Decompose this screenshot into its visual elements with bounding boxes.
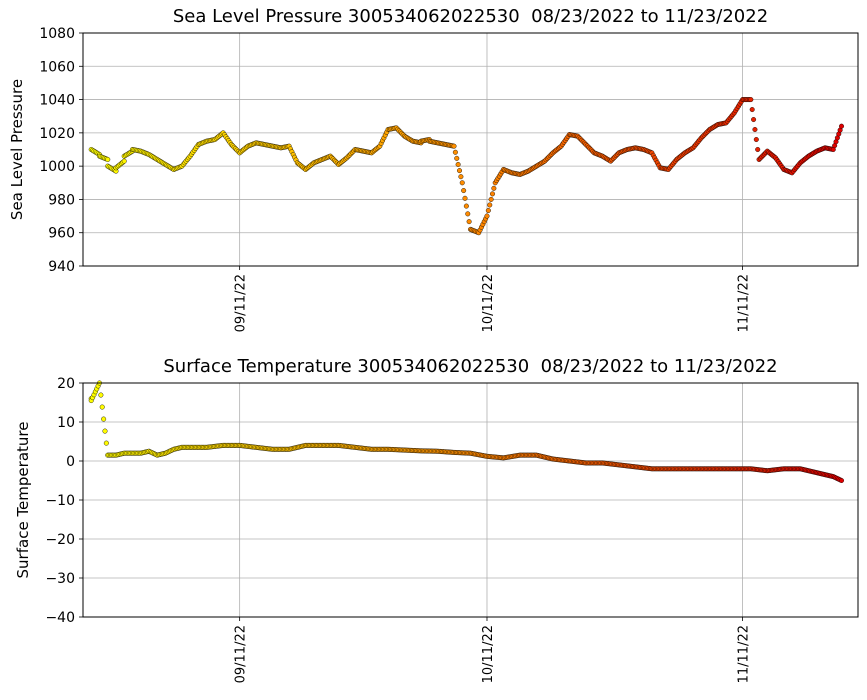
- data-point: [103, 440, 109, 446]
- data-point: [489, 191, 495, 197]
- data-point: [451, 143, 457, 149]
- y-tick-label: −20: [45, 532, 75, 548]
- data-point: [458, 174, 464, 180]
- plot-frame: [82, 382, 859, 618]
- data-point: [101, 416, 107, 422]
- y-tick-label: −30: [45, 571, 75, 587]
- data-point: [459, 180, 465, 186]
- data-point: [466, 219, 472, 225]
- pressure-chart: 940 960 980 1000 1020 1040 1060 1080 09/11/22 10/…: [8, 26, 859, 332]
- data-point: [488, 196, 494, 202]
- y-tick-label: 960: [48, 226, 75, 242]
- y-tick-label: 980: [48, 192, 75, 208]
- y-tick-label: 1060: [39, 59, 75, 75]
- data-point: [755, 146, 761, 152]
- y-tick-label: 940: [48, 259, 75, 275]
- data-point: [452, 149, 458, 155]
- data-point: [462, 195, 468, 201]
- y-tick-label: −40: [45, 610, 75, 626]
- temperature-chart-panel: Surface Temperature 300534062022530 08/2…: [0, 350, 867, 700]
- data-point: [753, 137, 759, 143]
- data-point: [491, 185, 497, 191]
- data-point: [102, 428, 108, 434]
- y-tick-label: 10: [57, 415, 75, 431]
- data-point: [748, 97, 754, 103]
- data-point: [487, 202, 493, 208]
- y-tick-label: 1040: [39, 93, 75, 109]
- data-point: [751, 117, 757, 123]
- y-tick-label: 20: [57, 376, 75, 392]
- data-point: [752, 127, 758, 133]
- temperature-chart: −40 −30 −20 −10 0 10 20 09/11/22 10/11/22 11/11/2…: [14, 376, 859, 683]
- x-tick-label: 10/11/22: [481, 274, 496, 332]
- y-axis-label: Sea Level Pressure: [8, 79, 26, 220]
- y-tick-label: 1020: [39, 126, 75, 142]
- data-point: [121, 158, 127, 164]
- x-tick-label: 09/11/22: [234, 274, 249, 332]
- x-tick-label: 09/11/22: [234, 625, 249, 683]
- y-axis-label: Surface Temperature: [14, 422, 32, 579]
- y-tick-label: 1000: [39, 159, 75, 175]
- x-tick-label: 10/11/22: [481, 625, 496, 683]
- chart-title: Sea Level Pressure 300534062022530 08/23…: [172, 6, 769, 27]
- data-point: [485, 208, 491, 214]
- data-point: [99, 404, 105, 410]
- chart-title: Surface Temperature 300534062022530 08/2…: [163, 356, 778, 377]
- data-point: [105, 156, 111, 162]
- data-point: [463, 203, 469, 209]
- data-point: [749, 107, 755, 113]
- y-tick-label: 0: [66, 454, 75, 470]
- pressure-chart-panel: Sea Level Pressure 300534062022530 08/23…: [8, 6, 859, 332]
- data-point: [839, 123, 845, 129]
- data-point: [454, 155, 460, 161]
- plot-frame: [82, 32, 859, 267]
- data-point: [465, 211, 471, 217]
- y-tick-label: −10: [45, 493, 75, 509]
- data-point: [839, 477, 845, 483]
- data-point: [484, 213, 490, 219]
- data-point: [98, 392, 104, 398]
- x-tick-label: 11/11/22: [737, 274, 752, 332]
- data-point: [455, 161, 461, 167]
- data-point: [457, 168, 463, 174]
- data-point: [461, 188, 467, 194]
- y-tick-label: 1080: [39, 26, 75, 42]
- x-tick-label: 11/11/22: [737, 625, 752, 683]
